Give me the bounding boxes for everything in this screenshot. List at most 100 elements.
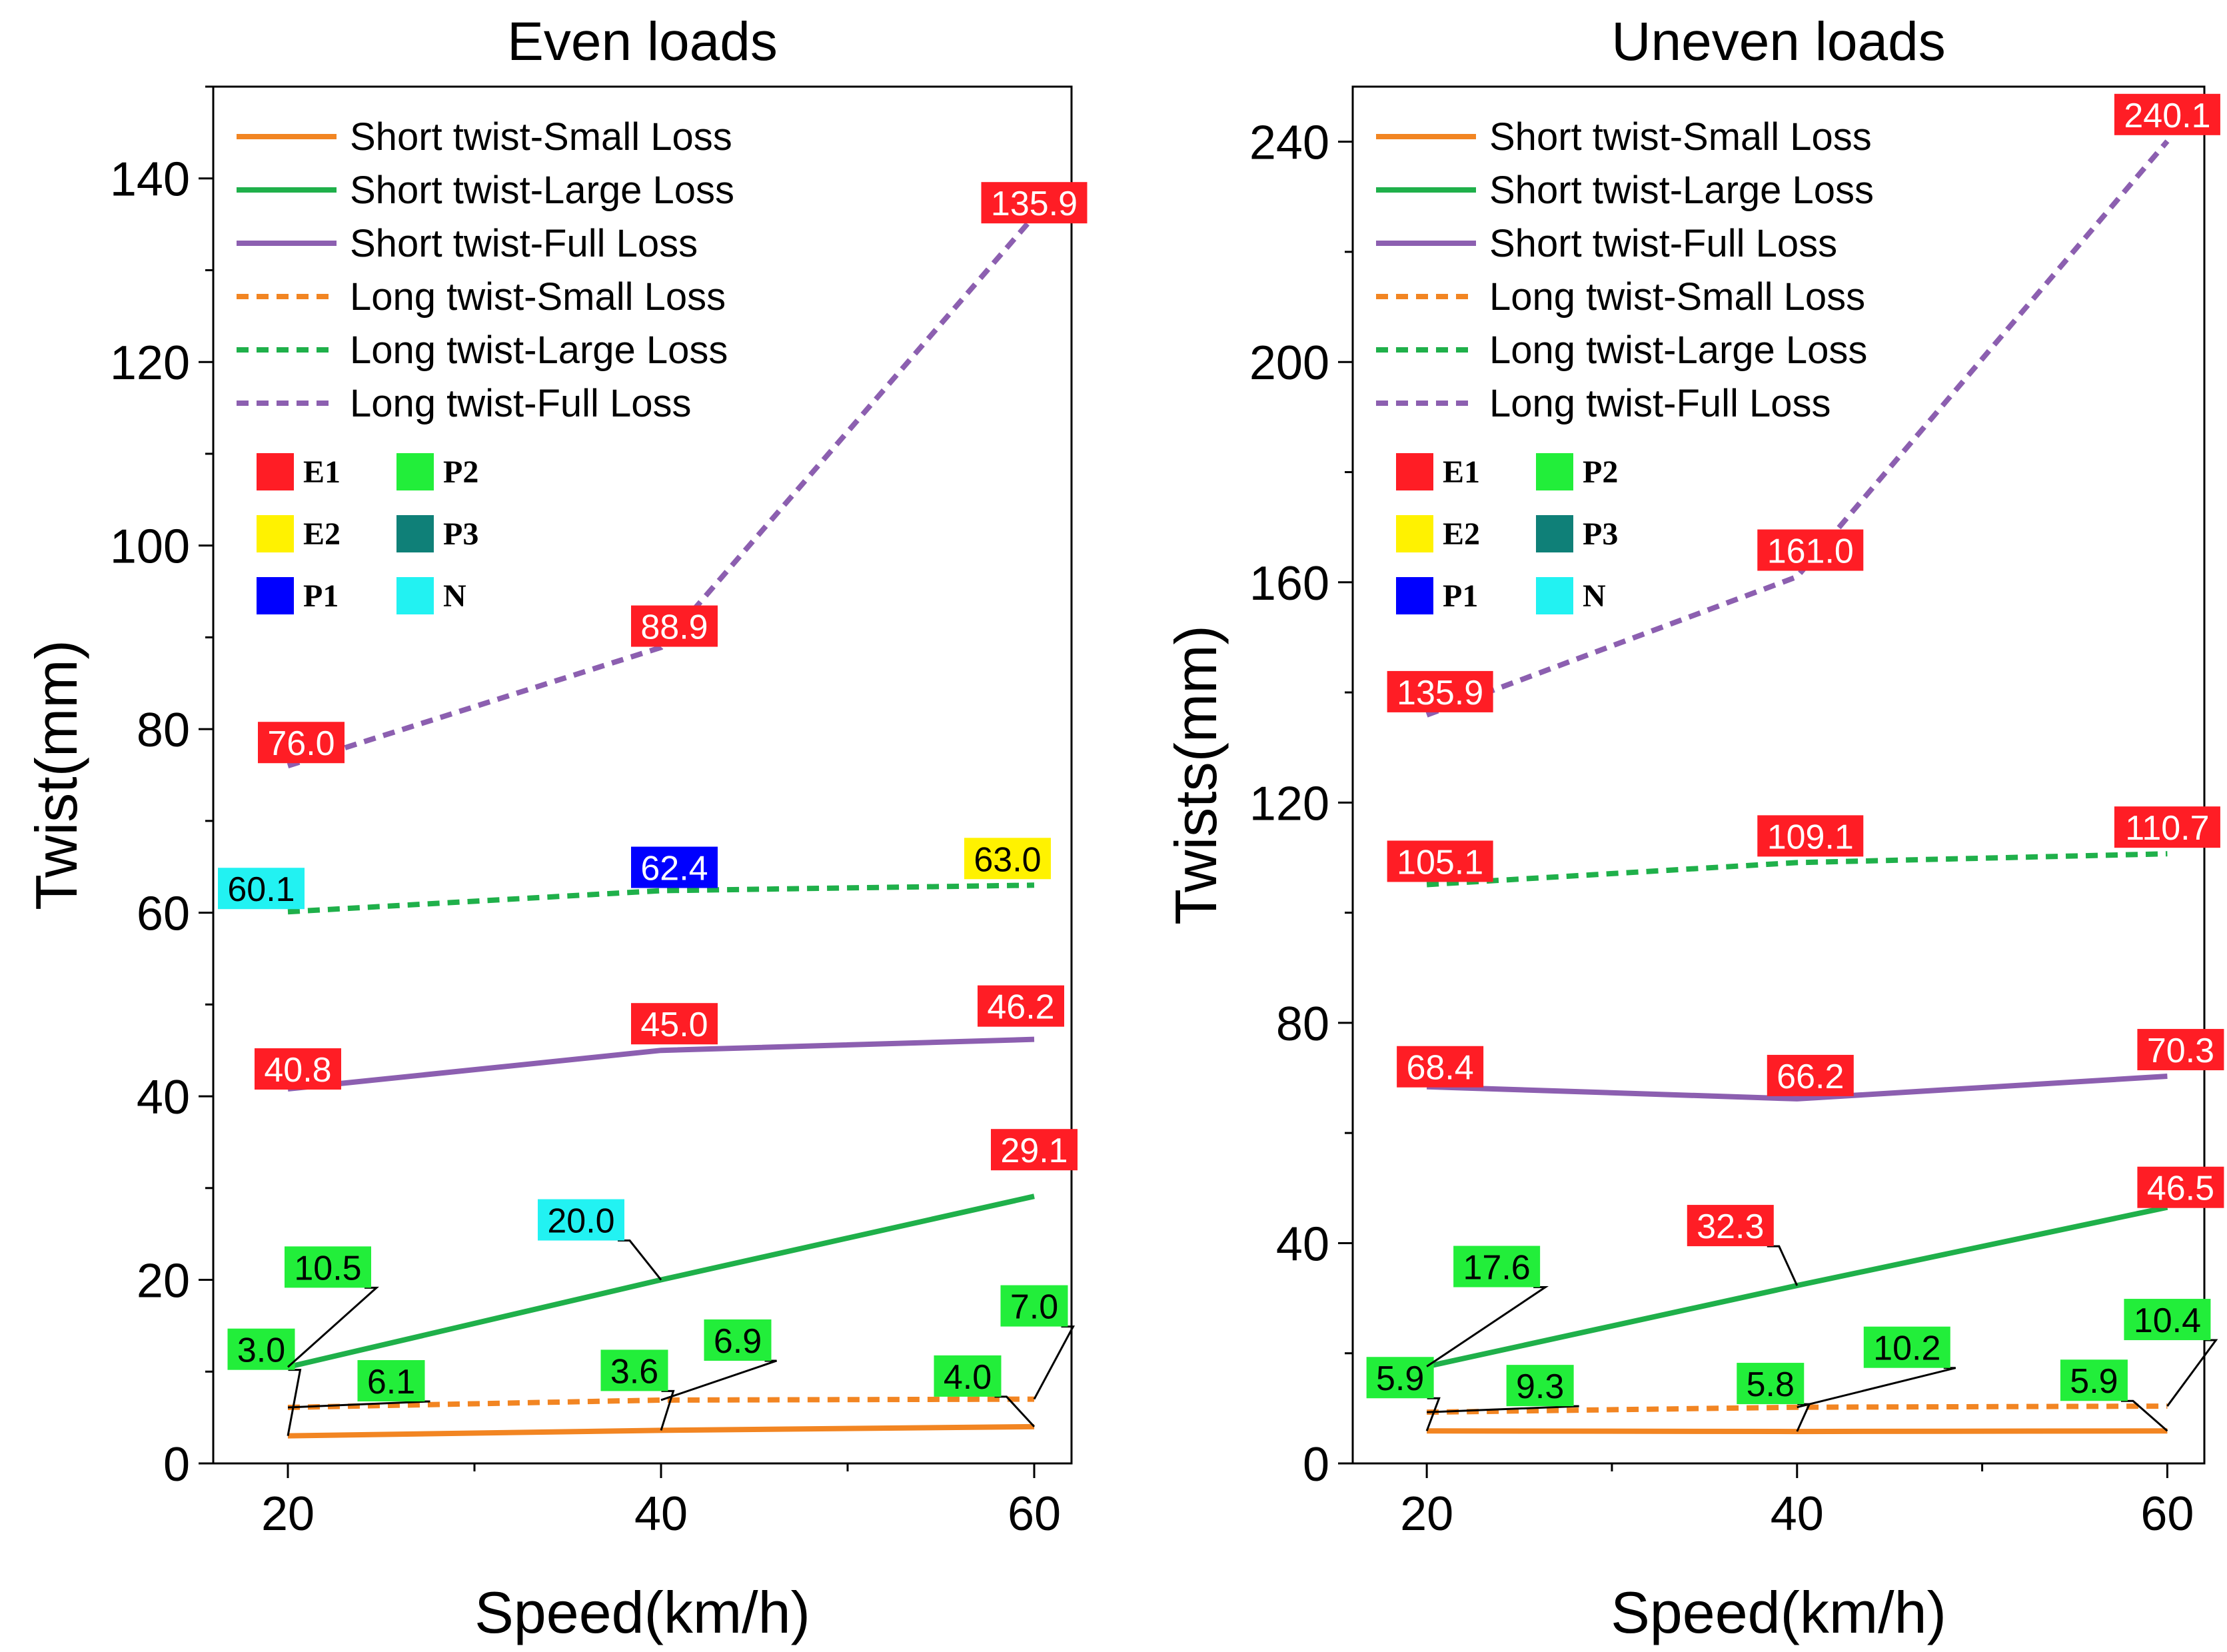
x-axis-label: Speed(km/h) xyxy=(474,1579,810,1645)
data-label: 17.6 xyxy=(1426,1245,1549,1367)
data-label: 70.3 xyxy=(2137,1029,2224,1071)
chart-title: Uneven loads xyxy=(1611,11,1945,72)
series-line-long-twist-full-loss xyxy=(1425,139,2170,718)
data-label-text: 110.7 xyxy=(2125,809,2209,848)
legend-entry: Short twist-Large Loss xyxy=(1489,169,1874,212)
y-tick-label: 240 xyxy=(1249,117,1329,170)
x-tick-label: 40 xyxy=(634,1487,688,1541)
data-label: 3.0 xyxy=(227,1328,302,1436)
data-label-box xyxy=(1737,1363,1805,1405)
data-label-box xyxy=(2137,1029,2224,1071)
x-tick-label: 40 xyxy=(1771,1487,1824,1541)
data-label: 161.0 xyxy=(1757,529,1864,571)
data-label: 109.1 xyxy=(1757,815,1864,857)
data-label: 3.6 xyxy=(600,1349,675,1431)
data-label-box xyxy=(227,1328,295,1370)
data-label: 40.8 xyxy=(255,1048,341,1090)
data-label-box xyxy=(1387,670,1493,712)
chart-title: Even loads xyxy=(507,11,778,72)
data-label: 45.0 xyxy=(631,1003,718,1045)
data-label: 9.3 xyxy=(1427,1365,1579,1413)
legend-entry: Short twist-Full Loss xyxy=(350,222,698,265)
category-label: P1 xyxy=(1443,578,1478,614)
data-label: 7.0 xyxy=(1000,1285,1076,1400)
data-label: 32.3 xyxy=(1687,1205,1799,1286)
data-label-text: 68.4 xyxy=(1407,1049,1474,1088)
data-label-box xyxy=(631,1003,718,1045)
category-swatch xyxy=(396,453,434,490)
data-label: 10.4 xyxy=(2124,1299,2218,1407)
data-label-box xyxy=(1387,840,1493,882)
label-leader xyxy=(618,1239,662,1281)
category-label: P2 xyxy=(443,454,478,490)
y-tick-label: 40 xyxy=(137,1071,190,1124)
data-label-box xyxy=(1757,815,1864,857)
data-label-box xyxy=(2114,806,2220,848)
series-line-short-twist-large-loss xyxy=(287,1194,1035,1370)
data-label-text: 3.0 xyxy=(237,1331,285,1370)
data-label: 135.9 xyxy=(1387,670,1493,712)
y-axis-label: Twists(mm) xyxy=(1163,625,1229,925)
data-label-text: 46.2 xyxy=(987,988,1054,1027)
data-label-box xyxy=(704,1319,772,1361)
data-label: 135.9 xyxy=(981,182,1088,224)
data-label-box xyxy=(255,1048,341,1090)
y-axis-label: Twist(mm) xyxy=(23,640,89,910)
legend-entry: Short twist-Small Loss xyxy=(1489,115,1872,159)
data-label-box xyxy=(285,1246,371,1288)
data-label: 29.1 xyxy=(991,1129,1078,1171)
data-label-text: 135.9 xyxy=(1397,674,1483,712)
legend-entry: Long twist-Small Loss xyxy=(350,275,726,319)
data-label: 5.9 xyxy=(2060,1359,2168,1432)
data-label-text: 10.4 xyxy=(2134,1301,2201,1340)
data-label-text: 46.5 xyxy=(2147,1170,2214,1208)
data-label: 88.9 xyxy=(631,605,718,647)
legend-entry: Short twist-Small Loss xyxy=(350,115,732,159)
data-label-text: 7.0 xyxy=(1010,1288,1058,1327)
data-label-box xyxy=(2114,93,2220,135)
x-tick-label: 60 xyxy=(2140,1487,2194,1541)
data-label: 63.0 xyxy=(964,838,1051,880)
y-tick-label: 40 xyxy=(1276,1218,1329,1271)
data-label: 60.1 xyxy=(218,868,305,910)
data-label-text: 105.1 xyxy=(1397,843,1483,882)
category-swatch xyxy=(1396,453,1433,490)
y-tick-label: 80 xyxy=(1276,998,1329,1051)
data-label-text: 70.3 xyxy=(2147,1032,2214,1070)
data-label-text: 4.0 xyxy=(944,1358,992,1397)
data-label-box xyxy=(1687,1205,1774,1247)
data-label-text: 5.8 xyxy=(1747,1365,1795,1404)
data-label: 68.4 xyxy=(1397,1046,1484,1088)
legend-entry: Long twist-Large Loss xyxy=(1489,329,1867,372)
label-leader xyxy=(1796,1403,1811,1432)
data-label: 46.5 xyxy=(2137,1166,2224,1208)
y-tick-label: 120 xyxy=(110,337,190,390)
data-label: 62.4 xyxy=(631,846,718,888)
category-swatch xyxy=(1536,453,1573,490)
category-swatch xyxy=(257,577,294,614)
category-swatch xyxy=(396,515,434,552)
category-swatch xyxy=(1536,577,1573,614)
legend-entry: Long twist-Full Loss xyxy=(1489,382,1831,425)
x-tick-label: 60 xyxy=(1008,1487,1061,1541)
category-swatch xyxy=(396,577,434,614)
data-label: 6.1 xyxy=(287,1359,430,1409)
data-label-text: 3.6 xyxy=(610,1352,658,1391)
data-label-text: 76.0 xyxy=(267,724,335,763)
data-label-box xyxy=(1000,1285,1068,1327)
data-label-text: 45.0 xyxy=(640,1006,708,1044)
data-label: 6.9 xyxy=(660,1319,777,1401)
data-label-text: 20.0 xyxy=(547,1202,614,1241)
x-tick-label: 20 xyxy=(261,1487,315,1541)
label-leader xyxy=(1767,1245,1799,1286)
series-line-short-twist-full-loss xyxy=(1426,1074,2168,1102)
y-tick-label: 60 xyxy=(137,888,190,941)
y-tick-label: 20 xyxy=(137,1255,190,1308)
data-label: 5.8 xyxy=(1737,1363,1811,1432)
data-label-box xyxy=(1453,1245,1541,1287)
y-tick-label: 0 xyxy=(1303,1438,1329,1491)
y-tick-label: 160 xyxy=(1249,557,1329,610)
legend-entry: Short twist-Large Loss xyxy=(350,169,734,212)
y-tick-label: 80 xyxy=(137,704,190,757)
